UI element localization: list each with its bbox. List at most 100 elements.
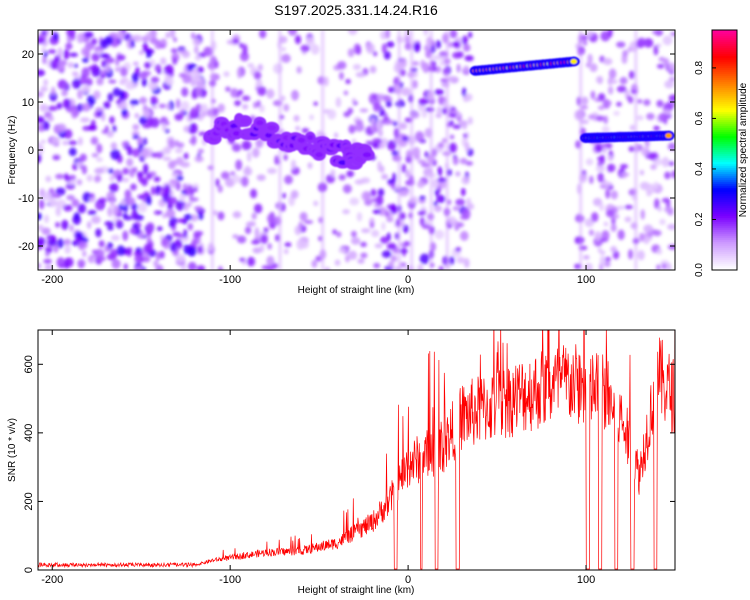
- speckle-blob: [71, 71, 79, 77]
- speckle-blob: [597, 93, 606, 101]
- speckle-blob: [639, 232, 645, 242]
- speckle-blob: [324, 267, 331, 270]
- speckle-blob: [447, 41, 454, 48]
- speckle-blob: [335, 97, 342, 108]
- speckle-blob: [104, 220, 115, 227]
- speckle-blob: [460, 187, 466, 197]
- speckle-blob: [619, 76, 628, 85]
- speckle-blob: [56, 102, 63, 110]
- colorbar-band: [712, 152, 737, 155]
- speckle-blob: [360, 241, 367, 248]
- speckle-blob: [201, 111, 207, 118]
- speckle-blob: [132, 61, 139, 66]
- speckle-blob: [462, 133, 468, 139]
- colorbar-band: [712, 82, 737, 85]
- speckle-blob: [597, 156, 605, 162]
- speckle-blob: [62, 98, 71, 109]
- speckle-blob: [98, 240, 105, 248]
- speckle-blob: [459, 230, 469, 241]
- speckle-blob: [176, 233, 184, 239]
- svg-text:100: 100: [577, 274, 595, 286]
- speckle-blob: [283, 103, 290, 112]
- speckle-blob: [232, 211, 242, 219]
- speckle-blob: [80, 117, 90, 123]
- speckle-blob: [158, 44, 166, 49]
- speckle-blob: [459, 157, 468, 165]
- speckle-blob: [76, 179, 83, 186]
- speckle-blob: [464, 55, 474, 62]
- speckle-blob: [628, 189, 636, 196]
- speckle-blob: [664, 206, 674, 213]
- speckle-blob: [187, 66, 193, 72]
- colorbar-band: [712, 72, 737, 75]
- speckle-blob: [256, 100, 261, 108]
- spectrogram-x-label: Height of straight line (km): [298, 285, 415, 296]
- speckle-blob: [181, 190, 186, 195]
- speckle-blob: [671, 169, 675, 179]
- speckle-blob: [419, 195, 426, 200]
- speckle-blob: [355, 71, 366, 78]
- speckle-blob: [146, 50, 152, 59]
- colorbar-tick: 0.4: [694, 162, 716, 176]
- speckle-blob: [96, 256, 107, 262]
- colorbar-tick: 0.2: [694, 212, 716, 226]
- speckle-blob: [250, 188, 258, 199]
- speckle-blob: [643, 38, 654, 48]
- speckle-blob: [667, 223, 675, 230]
- speckle-blob: [175, 257, 186, 263]
- speckle-blob: [120, 100, 128, 110]
- speckle-blob: [44, 264, 53, 270]
- colorbar-band: [712, 112, 737, 115]
- speckle-blob: [385, 100, 392, 108]
- vertical-streak: [634, 30, 638, 270]
- colorbar-frame: [711, 29, 738, 271]
- colorbar-band: [712, 246, 737, 249]
- snr-axes: -200 -100 0 100 0 200 400 600: [23, 330, 675, 586]
- speckle-blob: [419, 253, 430, 265]
- vertical-streak: [445, 30, 449, 270]
- speckle-blob: [436, 194, 446, 203]
- speckle-blob: [423, 62, 429, 71]
- colorbar-band: [712, 128, 737, 131]
- speckle-blob: [168, 139, 176, 149]
- chart-title: S197.2025.331.14.24.R16: [274, 2, 438, 18]
- colorbar-band: [712, 86, 737, 89]
- colorbar-band: [712, 224, 737, 227]
- colorbar-band: [712, 122, 737, 125]
- speckle-blob: [661, 156, 670, 168]
- speckle-blob: [457, 258, 467, 263]
- speckle-blob: [215, 178, 220, 187]
- speckle-blob: [372, 142, 379, 149]
- speckle-blob: [121, 77, 129, 82]
- speckle-blob: [267, 243, 273, 250]
- speckle-blob: [120, 199, 128, 206]
- speckle-blob: [401, 163, 407, 174]
- speckle-blob: [115, 58, 120, 67]
- speckle-blob: [637, 250, 645, 261]
- speckle-blob: [349, 197, 360, 206]
- speckle-blob: [338, 71, 344, 81]
- speckle-blob: [116, 245, 125, 256]
- speckle-blob: [381, 174, 389, 180]
- speckle-blob: [160, 57, 167, 65]
- speckle-blob: [81, 84, 91, 93]
- speckle-blob: [441, 138, 447, 143]
- speckle-blob: [299, 211, 308, 222]
- speckle-blob: [351, 98, 356, 104]
- colorbar-band: [712, 160, 737, 163]
- speckle-blob: [67, 61, 74, 68]
- speckle-blob: [607, 163, 616, 173]
- speckle-blob: [193, 45, 199, 55]
- colorbar-band: [712, 226, 737, 229]
- feature-core: [241, 118, 249, 124]
- colorbar-band: [712, 144, 737, 147]
- colorbar-band: [712, 114, 737, 117]
- colorbar-band: [712, 108, 737, 111]
- speckle-blob: [127, 145, 133, 156]
- colorbar-band: [712, 264, 737, 267]
- speckle-blob: [116, 99, 121, 105]
- speckle-blob: [392, 172, 397, 183]
- speckle-blob: [383, 50, 391, 60]
- speckle-blob: [455, 171, 461, 177]
